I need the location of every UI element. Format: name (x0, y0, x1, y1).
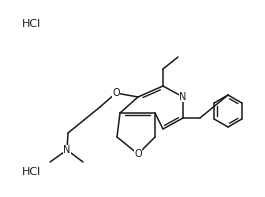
Text: O: O (134, 149, 142, 159)
Text: O: O (112, 88, 120, 98)
Text: HCl: HCl (22, 167, 41, 177)
Text: HCl: HCl (22, 19, 41, 29)
Text: N: N (63, 145, 71, 155)
Text: N: N (179, 92, 187, 102)
